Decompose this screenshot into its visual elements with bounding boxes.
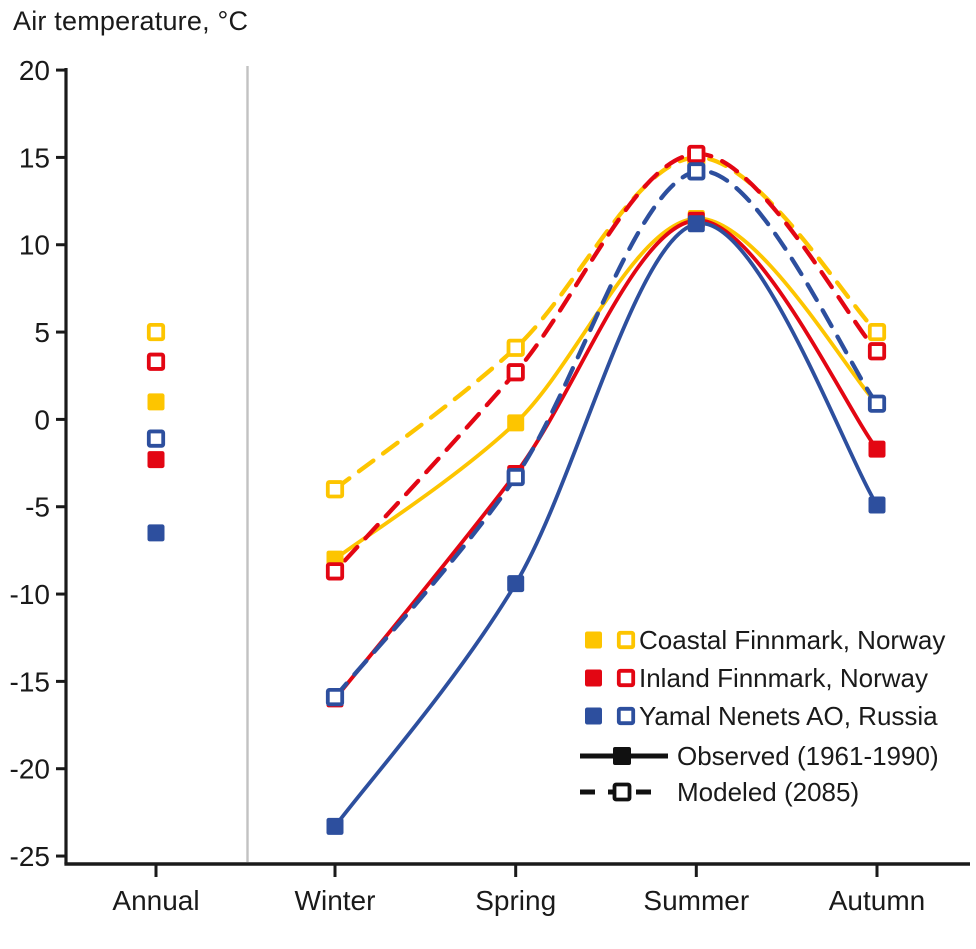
- marker-inland-finnmark-norway-modeled-2085-summer: [687, 144, 706, 164]
- y-tick-label: -20: [10, 754, 50, 785]
- legend-filled-swatch: [585, 707, 602, 725]
- marker-coastal-finnmark-norway-observed-1961-1990-annual: [147, 393, 165, 411]
- marker-coastal-finnmark-norway-modeled-2085-annual: [146, 322, 166, 342]
- x-category-label-summer: Summer: [643, 885, 749, 916]
- x-category-label-annual: Annual: [112, 885, 199, 916]
- marker-inland-finnmark-norway-modeled-2085-winter: [325, 562, 345, 581]
- legend-filled-swatch: [585, 669, 602, 687]
- x-category-label-autumn: Autumn: [829, 885, 926, 916]
- marker-coastal-finnmark-norway-observed-1961-1990-spring: [507, 414, 525, 432]
- marker-inland-finnmark-norway-modeled-2085-autumn: [867, 342, 887, 361]
- line-inland-finnmark-norway-modeled-2085: [332, 151, 880, 574]
- y-tick-label: -25: [10, 841, 50, 872]
- marker-inland-finnmark-norway-observed-1961-1990-annual: [147, 451, 165, 469]
- marker-yamal-nenets-ao-russia-observed-1961-1990-autumn: [868, 496, 886, 514]
- legend-region-label: Inland Finnmark, Norway: [639, 663, 928, 693]
- legend-open-swatch: [616, 706, 636, 726]
- legend-open-swatch: [616, 668, 636, 688]
- line-yamal-nenets-ao-russia-modeled-2085: [332, 169, 880, 700]
- legend-region-label: Yamal Nenets AO, Russia: [639, 701, 938, 731]
- legend: Coastal Finnmark, Norway Inland Finnmark,…: [580, 625, 945, 807]
- legend-open-swatch: [616, 630, 636, 650]
- legend-observed-label: Observed (1961-1990): [677, 741, 939, 771]
- marker-yamal-nenets-ao-russia-observed-1961-1990-summer: [687, 215, 705, 233]
- marker-coastal-finnmark-norway-modeled-2085-winter: [325, 480, 345, 499]
- marker-yamal-nenets-ao-russia-observed-1961-1990-annual: [147, 524, 165, 542]
- y-tick-label: 0: [34, 404, 50, 435]
- legend-region-inland-finnmark-norway: Inland Finnmark, Norway: [585, 663, 928, 693]
- marker-inland-finnmark-norway-observed-1961-1990-autumn: [868, 440, 886, 458]
- legend-scenario-modeled: Modeled (2085): [580, 777, 859, 807]
- legend-region-coastal-finnmark-norway: Coastal Finnmark, Norway: [585, 625, 945, 655]
- chart-title: Air temperature, °C: [13, 6, 249, 36]
- line-coastal-finnmark-norway-observed-1961-1990: [333, 216, 879, 562]
- x-category-label-spring: Spring: [475, 885, 556, 916]
- legend-scenario-observed: Observed (1961-1990): [580, 741, 939, 771]
- marker-yamal-nenets-ao-russia-modeled-2085-summer: [687, 162, 706, 181]
- y-tick-label: 5: [34, 317, 50, 348]
- marker-inland-finnmark-norway-modeled-2085-spring: [506, 363, 525, 382]
- legend-region-label: Coastal Finnmark, Norway: [639, 625, 945, 655]
- y-tick-label: 15: [19, 142, 50, 173]
- line-coastal-finnmark-norway-modeled-2085: [332, 155, 880, 492]
- legend-modeled-marker: [612, 782, 632, 802]
- y-tick-label: 10: [19, 230, 50, 261]
- marker-coastal-finnmark-norway-modeled-2085-spring: [506, 338, 525, 357]
- line-yamal-nenets-ao-russia-observed-1961-1990: [333, 221, 879, 829]
- y-tick-label: -5: [25, 492, 50, 523]
- y-tick-label: -10: [10, 579, 50, 610]
- marker-yamal-nenets-ao-russia-modeled-2085-annual: [146, 429, 166, 448]
- legend-modeled-label: Modeled (2085): [677, 777, 859, 807]
- marker-inland-finnmark-norway-modeled-2085-annual: [146, 352, 166, 371]
- marker-yamal-nenets-ao-russia-modeled-2085-winter: [325, 688, 345, 707]
- legend-region-yamal-nenets-ao-russia: Yamal Nenets AO, Russia: [585, 701, 938, 731]
- legend-observed-marker: [613, 747, 631, 765]
- marker-yamal-nenets-ao-russia-observed-1961-1990-winter: [326, 817, 344, 835]
- y-tick-label: -15: [10, 666, 50, 697]
- y-tick-label: 20: [19, 55, 50, 86]
- marker-coastal-finnmark-norway-modeled-2085-autumn: [867, 322, 887, 342]
- marker-yamal-nenets-ao-russia-modeled-2085-spring: [506, 467, 525, 487]
- line-inland-finnmark-norway-observed-1961-1990: [333, 218, 879, 701]
- x-category-label-winter: Winter: [295, 885, 376, 916]
- legend-filled-swatch: [585, 631, 602, 649]
- marker-yamal-nenets-ao-russia-modeled-2085-autumn: [867, 394, 887, 413]
- marker-yamal-nenets-ao-russia-observed-1961-1990-spring: [507, 575, 525, 593]
